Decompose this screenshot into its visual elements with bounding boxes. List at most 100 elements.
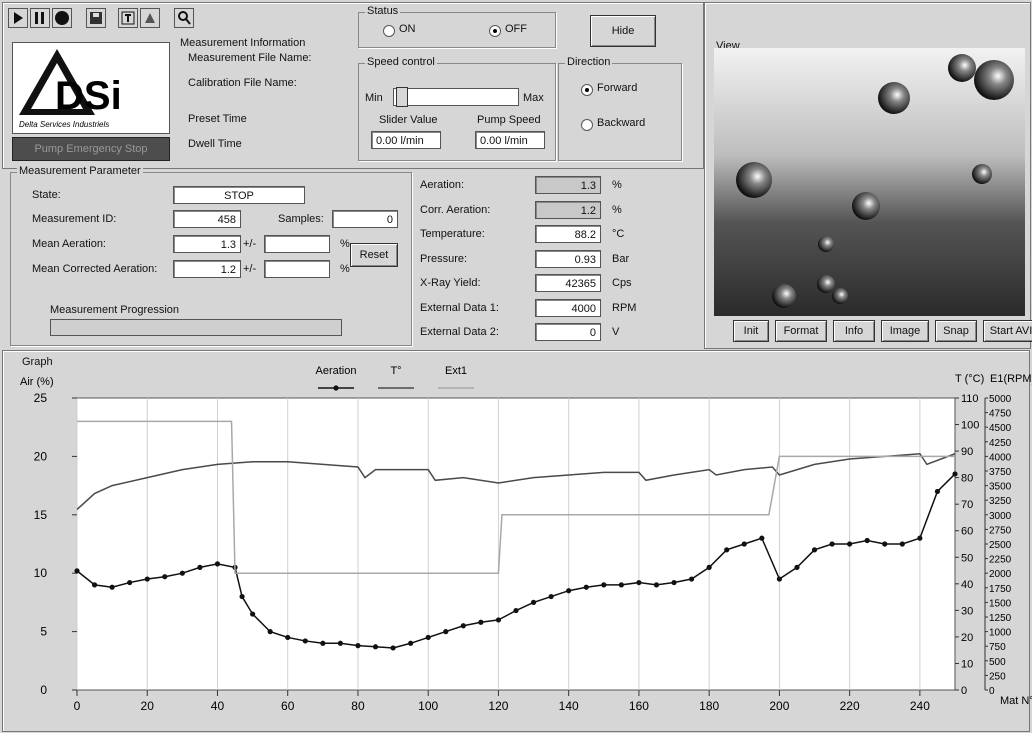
- data-point: [268, 629, 273, 634]
- pump-speed: 0.00 l/min: [475, 131, 545, 149]
- data-point: [478, 620, 483, 625]
- data-point: [636, 580, 641, 585]
- y3-tick-label: 3500: [989, 482, 1012, 493]
- y2-tick-label: 50: [961, 552, 973, 564]
- y-axis-title: Air (%): [20, 376, 54, 388]
- data-point: [162, 574, 167, 579]
- data-point: [443, 629, 448, 634]
- deviation-field: [264, 260, 330, 278]
- reading-label: External Data 1:: [420, 302, 499, 314]
- reading-label: Aeration:: [420, 179, 464, 191]
- radio-label: Forward: [597, 82, 637, 94]
- data-point: [426, 635, 431, 640]
- radio[interactable]: [581, 84, 593, 96]
- view-button[interactable]: Format: [775, 320, 827, 342]
- view-button[interactable]: Info: [833, 320, 875, 342]
- y-tick-label: 0: [40, 683, 47, 697]
- view-button[interactable]: Image: [881, 320, 929, 342]
- radio-dot: [493, 29, 497, 33]
- x-tick-label: 120: [488, 699, 508, 713]
- radio-label: OFF: [505, 23, 527, 35]
- reading-value: 88.2: [535, 225, 601, 243]
- reading-value: 4000: [535, 299, 601, 317]
- legend-label: Ext1: [445, 365, 467, 377]
- data-point: [461, 623, 466, 628]
- data-point: [215, 561, 220, 566]
- data-point: [671, 580, 676, 585]
- y3-tick-label: 3000: [989, 511, 1012, 522]
- y2-tick-label: 80: [961, 473, 973, 485]
- x-axis-title: Mat N°: [1000, 695, 1032, 707]
- field-label: Slider Value: [379, 114, 438, 126]
- y3-tick-label: 750: [989, 642, 1006, 653]
- data-point: [707, 565, 712, 570]
- view-button[interactable]: Init: [733, 320, 769, 342]
- y3-tick-label: 3750: [989, 467, 1012, 478]
- reading-unit: RPM: [612, 302, 636, 314]
- data-point: [619, 582, 624, 587]
- reading-label: Pressure:: [420, 253, 467, 265]
- y3-tick-label: 5000: [989, 394, 1012, 405]
- reading-value: 0: [535, 323, 601, 341]
- info-label: Calibration File Name:: [188, 77, 297, 89]
- reading-label: External Data 2:: [420, 326, 499, 338]
- y3-tick-label: 4500: [989, 423, 1012, 434]
- data-point: [952, 471, 957, 476]
- data-point: [355, 643, 360, 648]
- data-point: [865, 538, 870, 543]
- data-point: [197, 565, 202, 570]
- data-point: [917, 536, 922, 541]
- x-tick-label: 40: [211, 699, 225, 713]
- logo-art: DSi Delta Services Industriels: [13, 43, 169, 133]
- y2-tick-label: 100: [961, 420, 979, 432]
- group-title: Status: [365, 5, 400, 17]
- y3-tick-label: 2000: [989, 569, 1012, 580]
- reading-label: Corr. Aeration:: [420, 204, 490, 216]
- y2-tick-label: 40: [961, 579, 973, 591]
- data-point: [250, 611, 255, 616]
- y2-tick-label: 20: [961, 632, 973, 644]
- reading-value: 1.3: [535, 176, 601, 194]
- y2-tick-label: 70: [961, 499, 973, 511]
- y3-tick-label: 1000: [989, 628, 1012, 639]
- radio[interactable]: [489, 25, 501, 37]
- unit: %: [340, 263, 350, 275]
- emergency-button[interactable]: Pump Emergency Stop: [12, 137, 170, 161]
- slider-thumb[interactable]: [396, 87, 408, 107]
- data-point: [794, 565, 799, 570]
- reading-unit: %: [612, 179, 622, 191]
- y3-tick-label: 0: [989, 686, 995, 697]
- mean-corrected: 1.2: [173, 260, 241, 278]
- hide-button[interactable]: Hide: [590, 15, 656, 47]
- data-point: [847, 541, 852, 546]
- y3-tick-label: 500: [989, 657, 1006, 668]
- plus-minus: +/-: [243, 238, 256, 250]
- legend-label: Aeration: [316, 365, 357, 377]
- unit: %: [340, 238, 350, 250]
- reset-button[interactable]: Reset: [350, 243, 398, 267]
- data-point: [127, 580, 132, 585]
- info-title: Measurement Information: [180, 37, 305, 49]
- x-tick-label: 0: [74, 699, 81, 713]
- field-label: Pump Speed: [477, 114, 541, 126]
- data-point: [338, 641, 343, 646]
- legend-label: T°: [390, 365, 401, 377]
- data-point: [74, 568, 79, 573]
- camera-image: [714, 48, 1025, 316]
- plus-minus: +/-: [243, 263, 256, 275]
- radio[interactable]: [383, 25, 395, 37]
- radio[interactable]: [581, 119, 593, 131]
- mean-aeration: 1.3: [173, 235, 241, 253]
- field-label: State:: [32, 189, 61, 201]
- radio-label: ON: [399, 23, 416, 35]
- x-tick-label: 140: [559, 699, 579, 713]
- status-group: Status ON OFF: [358, 12, 556, 48]
- view-button[interactable]: Snap: [935, 320, 977, 342]
- data-point: [935, 489, 940, 494]
- view-button[interactable]: Start AVI: [983, 320, 1032, 342]
- slider[interactable]: [393, 88, 519, 106]
- reading-label: Temperature:: [420, 228, 485, 240]
- state-value: STOP: [173, 186, 305, 204]
- group-title: Direction: [565, 56, 612, 68]
- data-point: [689, 576, 694, 581]
